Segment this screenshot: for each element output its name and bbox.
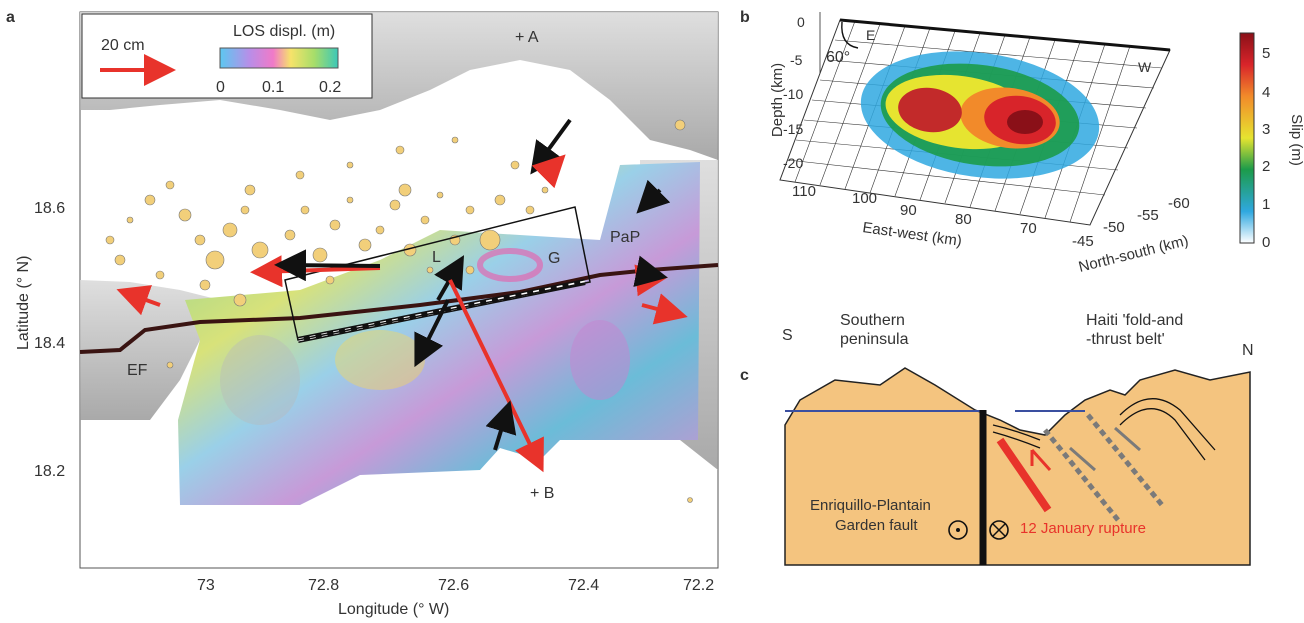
xtick-0: 73	[197, 577, 215, 594]
ns-tick-1: -50	[1103, 219, 1125, 236]
panel-b-letter: b	[740, 9, 750, 26]
out-of-page-symbol	[948, 520, 968, 540]
ztick-3: -15	[783, 121, 803, 137]
southern-line-2: peninsula	[840, 331, 909, 348]
ew-axis-label: East-west (km)	[861, 219, 962, 250]
southern-peninsula-label: Southern peninsula	[840, 312, 909, 348]
ytick-1: 18.4	[34, 335, 65, 352]
los-tick-2: 0.2	[319, 79, 341, 96]
ztick-4: -20	[783, 155, 803, 171]
ew-tick-2: 90	[900, 202, 917, 219]
xtick-3: 72.4	[568, 577, 599, 594]
slip-colorbar-label: Slip (m)	[1288, 114, 1304, 166]
xtick-2: 72.6	[438, 577, 469, 594]
ztick-1: -5	[790, 52, 803, 68]
east-label: E	[866, 27, 875, 43]
x-axis-label: Longitude (° W)	[338, 601, 449, 618]
fault-line-1: Enriquillo-Plantain	[810, 497, 931, 514]
dip-label: 60°	[826, 49, 850, 66]
slip-tick-4: 4	[1262, 84, 1270, 101]
fault-line-2: Garden fault	[835, 517, 918, 534]
panel-c-letter: c	[740, 367, 749, 384]
north-label: N	[1242, 342, 1254, 359]
ew-tick-0: 110	[792, 183, 816, 200]
label-ef: EF	[127, 362, 148, 379]
ns-axis-label: North-south (km)	[1077, 232, 1190, 276]
fault-name-label: Enriquillo-Plantain Garden fault	[810, 497, 935, 534]
into-page-symbol	[989, 520, 1009, 540]
los-tick-1: 0.1	[262, 79, 284, 96]
displacement-arrows	[116, 118, 688, 473]
ytick-0: 18.6	[34, 200, 65, 217]
ns-tick-0: -45	[1072, 233, 1094, 250]
cross-section-panel-c: S N Southern peninsula Haiti 'fold-and -…	[782, 312, 1254, 566]
haiti-line-2: -thrust belt'	[1086, 331, 1165, 348]
ew-tick-3: 80	[955, 211, 972, 228]
panel-a-letter: a	[6, 9, 15, 26]
y-axis-label: Latitude (° N)	[15, 256, 32, 350]
slip-tick-1: 1	[1262, 196, 1270, 213]
rupture-line	[996, 437, 1052, 513]
slip-tick-3: 3	[1262, 121, 1270, 138]
slip-tick-2: 2	[1262, 158, 1270, 175]
xtick-1: 72.8	[308, 577, 339, 594]
rupture-label: 12 January rupture	[1020, 520, 1146, 537]
west-label: W	[1138, 59, 1152, 75]
los-tick-0: 0	[216, 79, 225, 96]
southern-line-1: Southern	[840, 312, 905, 329]
ytick-2: 18.2	[34, 463, 65, 480]
ztick-2: -10	[783, 86, 803, 102]
scale-label: 20 cm	[101, 37, 145, 54]
fault-model-box	[284, 206, 591, 341]
ztick-0: 0	[797, 14, 805, 30]
slip-tick-0: 0	[1262, 234, 1270, 251]
fault-trace	[79, 263, 719, 354]
slip-tick-5: 5	[1262, 45, 1270, 62]
label-b: + B	[530, 485, 554, 502]
label-pap: PaP	[610, 229, 640, 246]
colorbar-title: LOS displ. (m)	[233, 23, 335, 40]
haiti-line-1: Haiti 'fold-and	[1086, 312, 1183, 329]
aftershock-circles	[105, 119, 693, 503]
west-land	[80, 280, 220, 420]
south-label: S	[782, 327, 793, 344]
xtick-4: 72.2	[683, 577, 714, 594]
fold-thrust-label: Haiti 'fold-and -thrust belt'	[1086, 312, 1188, 348]
label-g: G	[548, 250, 560, 267]
ns-tick-3: -60	[1168, 195, 1190, 212]
ew-tick-4: 70	[1020, 220, 1037, 237]
label-a: + A	[515, 29, 539, 46]
depth-axis-label: Depth (km)	[769, 63, 786, 137]
label-l: L	[432, 249, 441, 266]
slip-colorbar	[1239, 32, 1255, 244]
ew-tick-1: 100	[852, 190, 877, 207]
map-panel-a: 20 cm LOS displ. (m) 0 0.1 0.2 + A + B L…	[15, 11, 719, 618]
slip-model-panel-b: 60° E W 0 -5 -10 -15 -20 Depth (km) 110 …	[769, 12, 1304, 276]
los-colorbar	[219, 47, 339, 69]
ns-tick-2: -55	[1137, 207, 1159, 224]
